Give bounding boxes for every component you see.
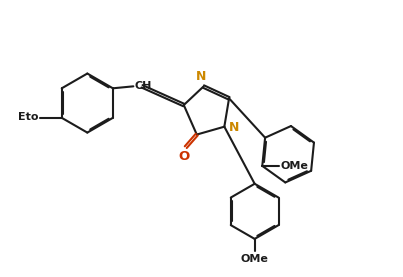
Text: N: N	[229, 121, 239, 134]
Text: OMe: OMe	[241, 254, 268, 264]
Text: N: N	[196, 70, 207, 83]
Text: CH: CH	[135, 81, 152, 91]
Text: O: O	[178, 150, 189, 163]
Text: Eto: Eto	[18, 112, 38, 122]
Text: OMe: OMe	[281, 161, 309, 171]
